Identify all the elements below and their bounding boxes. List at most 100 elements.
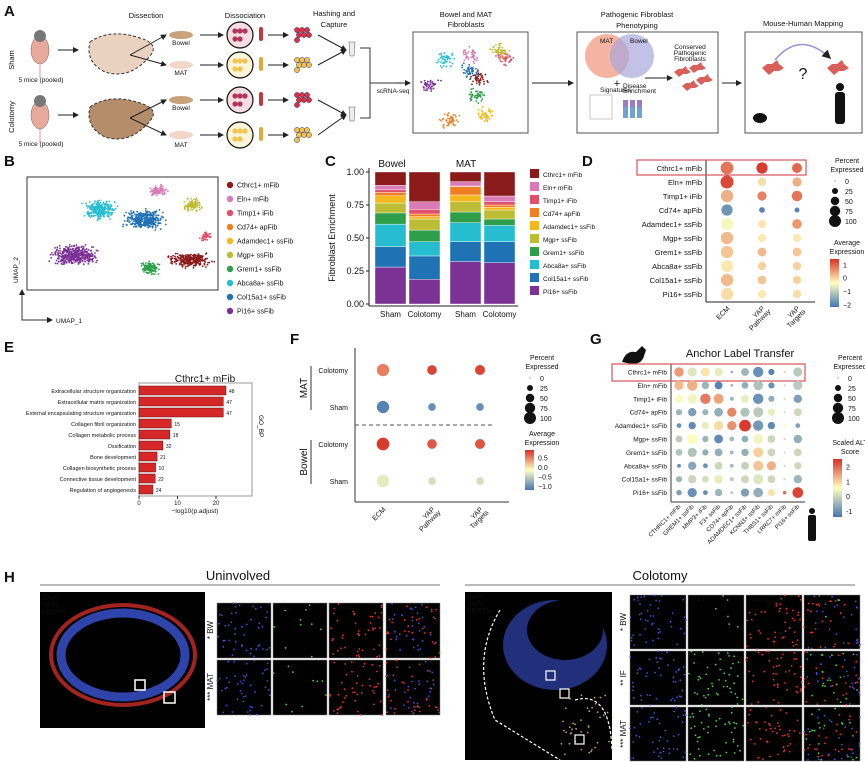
stain-signal bbox=[697, 748, 700, 750]
legend-label: Adamdec1+ ssFib bbox=[543, 224, 596, 231]
color-legend-title: Scaled ALT bbox=[832, 440, 865, 447]
stain-signal bbox=[706, 666, 709, 669]
stain-signal bbox=[842, 616, 845, 618]
umap-point bbox=[83, 250, 86, 253]
mini-umap-point bbox=[447, 112, 450, 114]
legend-label: Pi16+ ssFib bbox=[237, 309, 274, 316]
fibroblast-cell-icon bbox=[696, 74, 713, 85]
legend-swatch bbox=[530, 273, 539, 282]
stain-signal bbox=[834, 748, 837, 751]
stain-signal bbox=[629, 656, 632, 658]
umap-point bbox=[65, 255, 68, 258]
legend-label: Grem1+ ssFib bbox=[237, 267, 281, 274]
dot bbox=[720, 287, 734, 301]
mini-umap-point bbox=[467, 51, 470, 53]
stain-signal bbox=[774, 727, 776, 730]
stain-signal bbox=[225, 704, 228, 707]
mini-umap-point bbox=[479, 81, 481, 84]
stain-signal bbox=[839, 676, 842, 679]
stain-signal bbox=[641, 707, 643, 709]
stain-signal bbox=[241, 626, 243, 628]
hashed-cell-icon bbox=[306, 132, 312, 138]
dot bbox=[793, 394, 802, 403]
umap-point bbox=[187, 207, 190, 210]
stain-signal bbox=[849, 685, 851, 688]
stain-signal bbox=[772, 666, 775, 668]
mini-umap-point bbox=[445, 65, 448, 68]
umap-point bbox=[139, 214, 142, 216]
cell-icon bbox=[237, 136, 243, 142]
tissue-bowel-sham: Bowel bbox=[172, 40, 190, 47]
umap-point bbox=[87, 207, 89, 209]
stain-signal bbox=[799, 676, 802, 679]
mini-umap-point bbox=[432, 87, 435, 90]
hashed-cell-icon bbox=[294, 127, 300, 133]
stain-signal bbox=[356, 650, 359, 653]
dot bbox=[720, 161, 734, 175]
umap-point bbox=[155, 225, 157, 227]
stain-signal bbox=[702, 728, 705, 730]
fibroblast-cell-icon bbox=[827, 60, 849, 75]
disease-bar bbox=[623, 100, 628, 107]
row-label: Abca8a+ ssFib bbox=[652, 262, 702, 271]
dot bbox=[713, 393, 724, 404]
stain-signal bbox=[412, 646, 415, 649]
color-bar-tick: 0 bbox=[843, 276, 847, 283]
umap-point bbox=[55, 249, 58, 252]
stain-signal bbox=[734, 727, 736, 729]
stain-signal bbox=[675, 706, 678, 708]
umap-point bbox=[187, 204, 190, 207]
stain-signal bbox=[316, 680, 319, 683]
umap-point bbox=[173, 260, 176, 263]
umap-point bbox=[143, 265, 146, 268]
legend-swatch bbox=[226, 279, 234, 287]
stain-signal bbox=[658, 722, 661, 725]
stain-signal bbox=[401, 681, 403, 684]
dot bbox=[757, 219, 767, 229]
stain-signal bbox=[737, 661, 740, 664]
stain-signal bbox=[682, 666, 685, 668]
mouse-head-icon bbox=[34, 95, 46, 107]
stain-signal bbox=[425, 699, 428, 701]
stain-signal bbox=[835, 729, 838, 732]
legend-swatch bbox=[226, 223, 234, 231]
umap-point bbox=[131, 217, 134, 220]
dot bbox=[783, 451, 786, 454]
dot bbox=[376, 437, 390, 451]
stain-signal bbox=[218, 613, 221, 616]
bar-segment bbox=[408, 241, 441, 257]
stain-signal bbox=[746, 656, 749, 659]
mini-umap-point bbox=[493, 45, 495, 48]
stain-signal bbox=[760, 611, 763, 613]
stain-signal bbox=[350, 661, 353, 663]
umap-point bbox=[181, 256, 184, 259]
stain-signal bbox=[817, 603, 820, 605]
stain-signal bbox=[235, 611, 237, 614]
umap-point bbox=[187, 208, 190, 211]
stain-signal bbox=[726, 685, 729, 688]
stain-signal bbox=[768, 650, 770, 653]
disease-label-2: Enrichment bbox=[623, 88, 656, 95]
mini-umap-point bbox=[477, 112, 480, 115]
stain-signal bbox=[418, 618, 420, 620]
stain-signal bbox=[564, 753, 566, 756]
stain-signal bbox=[432, 683, 435, 686]
legend-swatch bbox=[530, 195, 539, 204]
stain-signal bbox=[232, 602, 235, 605]
legend-swatch bbox=[530, 247, 539, 256]
stain-signal bbox=[253, 659, 256, 662]
mini-umap-point bbox=[486, 81, 489, 84]
umap-point bbox=[200, 239, 203, 242]
stain-signal bbox=[430, 687, 433, 690]
stain-signal bbox=[704, 696, 707, 699]
stain-signal bbox=[659, 736, 662, 738]
stain-signal bbox=[835, 664, 838, 667]
mini-umap-point bbox=[423, 89, 425, 91]
umap-point bbox=[82, 254, 84, 257]
x-tick-label: 10 bbox=[174, 501, 181, 507]
stain-signal bbox=[795, 658, 798, 660]
stain-signal bbox=[417, 622, 420, 625]
umap-point bbox=[74, 253, 77, 256]
stain-label-dapi: DAPI bbox=[42, 595, 58, 602]
mini-umap-point bbox=[464, 51, 467, 54]
